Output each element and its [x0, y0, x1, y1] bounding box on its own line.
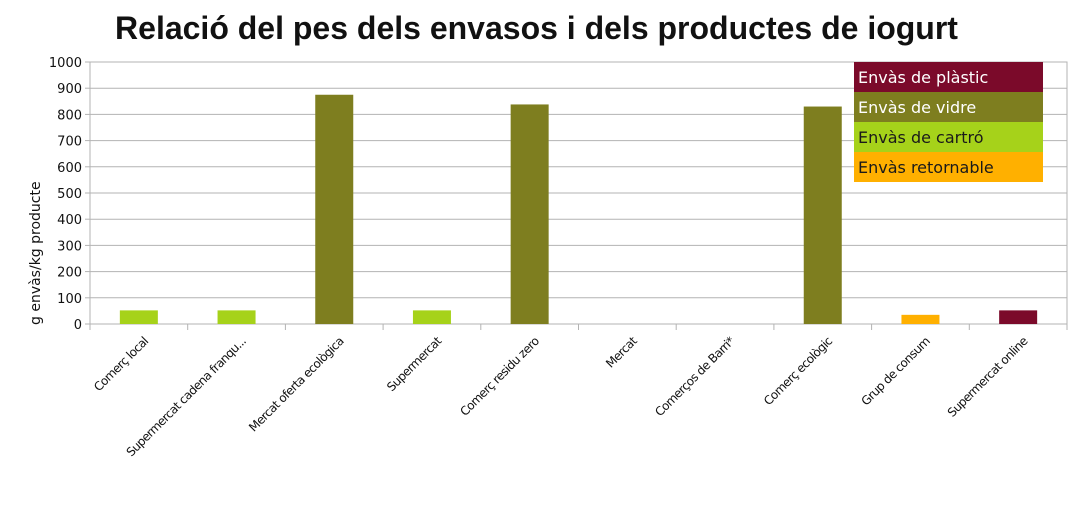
x-category-label: Supermercat cadena franqu...	[124, 334, 249, 459]
y-tick-label: 900	[57, 82, 82, 97]
y-axis-ticks: 0 100 200 300 400 500 600 700 800 900 1000	[49, 56, 90, 333]
x-category-label: Comerços de Barri*	[652, 334, 737, 419]
legend-swatch	[854, 122, 1043, 152]
y-tick-label: 800	[57, 108, 82, 123]
x-category-label: Mercat oferta ecològica	[246, 334, 346, 434]
legend-label: Envàs retornable	[858, 158, 994, 177]
legend-swatch	[854, 62, 1043, 92]
bar	[901, 314, 940, 324]
x-category-label: Comerç ecològic	[761, 334, 835, 408]
x-category-label: Supermercat online	[945, 334, 1031, 420]
legend-label: Envàs de plàstic	[858, 68, 988, 87]
bar	[510, 104, 549, 324]
bar	[999, 310, 1038, 324]
y-tick-label: 400	[57, 213, 82, 228]
bars	[119, 94, 1038, 324]
x-category-label: Comerç local	[91, 334, 151, 394]
legend-swatch	[854, 92, 1043, 122]
bar	[217, 310, 256, 324]
legend-swatch	[854, 152, 1043, 182]
bar	[412, 310, 451, 324]
y-tick-label: 1000	[49, 56, 82, 71]
chart-title: Relació del pes dels envasos i dels prod…	[115, 10, 958, 46]
x-category-label: Supermercat	[384, 334, 445, 395]
y-tick-label: 0	[74, 318, 82, 333]
y-tick-label: 100	[57, 292, 82, 307]
x-category-label: Comerç residu zero	[457, 334, 542, 419]
x-category-label: Mercat	[603, 334, 640, 371]
y-tick-label: 500	[57, 187, 82, 202]
y-axis-title: g envàs/kg producte	[28, 181, 44, 325]
y-tick-label: 200	[57, 266, 82, 281]
bar	[315, 94, 354, 324]
legend: Envàs de plàstic Envàs de vidre Envàs de c…	[854, 62, 1043, 182]
bar	[803, 106, 842, 324]
legend-label: Envàs de vidre	[858, 98, 976, 117]
x-category-label: Grup de consum	[858, 334, 932, 408]
y-tick-label: 300	[57, 239, 82, 254]
bar	[119, 310, 158, 324]
legend-label: Envàs de cartró	[858, 128, 984, 147]
y-tick-label: 600	[57, 161, 82, 176]
y-tick-label: 700	[57, 135, 82, 150]
